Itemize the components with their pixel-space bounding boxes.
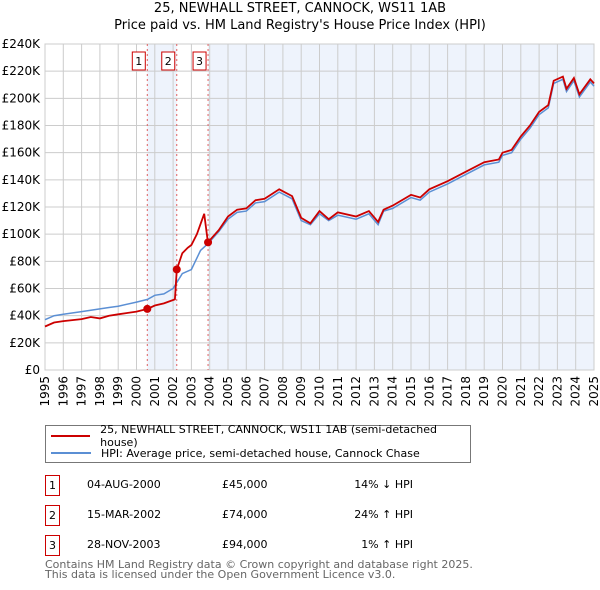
y-tick-label: £140K	[2, 173, 42, 187]
chart-subtitle: Price paid vs. HM Land Registry's House …	[114, 18, 486, 33]
sale-row: 1 04-AUG-2000 £45,000 14% ↓ HPI	[45, 475, 465, 496]
legend: 25, NEWHALL STREET, CANNOCK, WS11 1AB (s…	[45, 423, 471, 463]
sale-date: 28-NOV-2003	[87, 538, 161, 551]
sale-row: 3 28-NOV-2003 £94,000 1% ↑ HPI	[45, 535, 465, 556]
legend-label: 25, NEWHALL STREET, CANNOCK, WS11 1AB (s…	[100, 423, 437, 449]
x-tick-label: 2005	[221, 376, 235, 407]
x-tick-label: 1997	[75, 376, 89, 407]
hpi-line	[44, 78, 595, 321]
footer-line: Contains HM Land Registry data © Crown c…	[45, 558, 473, 571]
legend-label: HPI: Average price, semi-detached house,…	[101, 446, 420, 460]
x-tick-label: 2018	[459, 376, 473, 407]
x-tick-label: 2015	[404, 376, 418, 407]
sale-date: 04-AUG-2000	[87, 478, 161, 491]
sale-point	[172, 265, 181, 274]
x-tick-label: 2021	[514, 376, 528, 407]
y-tick-label: £80K	[9, 254, 41, 268]
sale-price: £94,000	[222, 538, 268, 551]
y-tick-label: £120K	[2, 200, 42, 214]
sale-label: 2	[165, 55, 172, 68]
y-tick-label: £160K	[2, 146, 42, 160]
x-tick-label: 2008	[276, 376, 290, 407]
x-tick-label: 2022	[532, 376, 546, 407]
x-tick-label: 2013	[367, 376, 381, 407]
legend-swatch-red	[51, 435, 91, 437]
sale-price: £45,000	[222, 478, 268, 491]
sale-date: 15-MAR-2002	[87, 508, 162, 521]
sale-point	[204, 238, 213, 247]
x-tick-label: 2000	[130, 376, 144, 407]
sale-row: 2 15-MAR-2002 £74,000 24% ↑ HPI	[45, 505, 465, 526]
x-tick-label: 2017	[441, 376, 455, 407]
x-tick-label: 1999	[111, 376, 125, 407]
chart-title: 25, NEWHALL STREET, CANNOCK, WS11 1AB	[153, 1, 447, 16]
x-tick-label: 2024	[569, 376, 583, 407]
x-tick-label: 2020	[496, 376, 510, 407]
x-tick-label: 2003	[184, 376, 198, 407]
y-tick-label: £220K	[2, 64, 42, 78]
x-tick-label: 2025	[587, 376, 600, 407]
y-tick-label: £40K	[9, 309, 41, 323]
y-tick-label: £100K	[2, 227, 42, 241]
x-tick-label: 2007	[258, 376, 272, 407]
x-tick-label: 2014	[386, 376, 400, 407]
y-tick-label: £200K	[2, 91, 42, 105]
x-tick-label: 2012	[349, 376, 363, 407]
sale-hpi-diff: 24% ↑ HPI	[354, 508, 413, 521]
x-tick-label: 2023	[550, 376, 564, 407]
sale-label-box	[131, 51, 146, 71]
y-tick-label: £20K	[9, 336, 41, 350]
property-price-line	[44, 75, 595, 328]
x-tick-label: 2019	[477, 376, 491, 407]
x-tick-label: 1998	[93, 376, 107, 407]
x-tick-label: 2009	[294, 376, 308, 407]
x-tick-label: 2004	[203, 376, 217, 407]
sale-hpi-diff: 14% ↓ HPI	[354, 478, 413, 491]
x-tick-label: 1996	[56, 376, 70, 407]
x-tick-label: 2002	[166, 376, 180, 407]
y-tick-label: £0	[25, 363, 40, 377]
x-tick-label: 2001	[148, 376, 162, 407]
x-tick-label: 2006	[239, 376, 253, 407]
x-tick-label: 2011	[331, 376, 345, 407]
sale-label-box	[161, 51, 176, 71]
x-tick-label: 2016	[422, 376, 436, 407]
legend-item-property: 25, NEWHALL STREET, CANNOCK, WS11 1AB (s…	[46, 423, 470, 449]
sale-badge: 1	[45, 475, 60, 496]
footer: Contains HM Land Registry data © Crown c…	[45, 558, 473, 581]
sale-price: £74,000	[222, 508, 268, 521]
y-tick-label: £180K	[2, 119, 42, 133]
sale-badge: 2	[45, 505, 60, 526]
sale-badge: 3	[45, 535, 60, 556]
footer-line: This data is licensed under the Open Gov…	[45, 568, 396, 581]
x-tick-label: 1995	[38, 376, 52, 407]
legend-item-hpi: HPI: Average price, semi-detached house,…	[46, 445, 420, 461]
price-chart: £0 £20K £40K £60K £80K £100K £120K £140K £160K £1…	[2, 37, 600, 407]
legend-swatch-blue	[51, 452, 91, 454]
y-tick-label: £60K	[9, 282, 41, 296]
sale-label: 3	[196, 55, 203, 68]
y-tick-label: £240K	[2, 37, 42, 51]
sale-hpi-diff: 1% ↑ HPI	[361, 538, 413, 551]
sale-point	[143, 304, 152, 313]
x-tick-label: 2010	[313, 376, 327, 407]
sale-label: 1	[135, 55, 142, 68]
sale-label-box	[192, 51, 207, 71]
